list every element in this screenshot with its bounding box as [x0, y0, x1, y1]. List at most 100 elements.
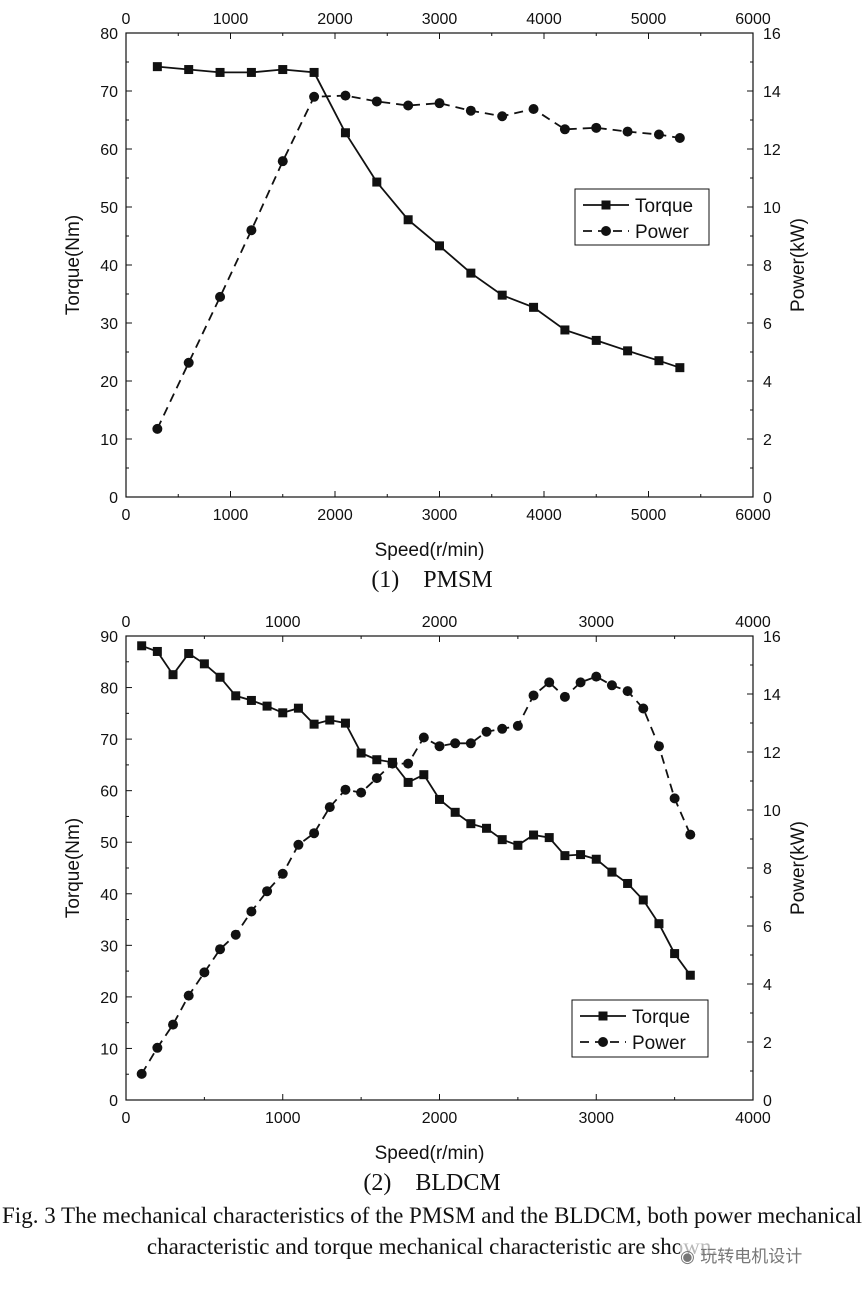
- power-data-point: [246, 225, 257, 236]
- x-top-tick-label: 6000: [735, 11, 771, 28]
- power-data-point: [653, 741, 664, 752]
- torque-data-point: [482, 823, 492, 833]
- torque-data-point: [137, 641, 147, 651]
- torque-data-point: [262, 701, 272, 711]
- pmsm-caption: (1) PMSM: [371, 567, 493, 593]
- power-data-point: [669, 793, 680, 804]
- torque-data-point: [168, 670, 178, 680]
- torque-data-point: [497, 290, 507, 300]
- torque-data-point: [560, 851, 570, 861]
- power-data-point: [168, 1019, 179, 1030]
- torque-data-point: [403, 215, 413, 225]
- torque-series-line: [141, 644, 692, 976]
- y-left-tick-label: 20: [100, 374, 118, 391]
- pmsm-series: [152, 62, 685, 434]
- bldcm-legend-power-label: Power: [632, 1033, 687, 1054]
- torque-data-point: [246, 67, 256, 77]
- power-data-point: [622, 686, 633, 697]
- x-bottom-tick-label: 2000: [317, 507, 353, 524]
- y-left-tick-label: 40: [100, 258, 118, 275]
- power-data-point: [246, 906, 257, 917]
- y-left-tick-label: 70: [100, 84, 118, 101]
- torque-data-point: [403, 777, 413, 787]
- torque-data-point: [560, 325, 570, 335]
- pmsm-legend-torque-label: Torque: [635, 196, 693, 217]
- torque-data-point: [591, 335, 601, 345]
- torque-data-point: [576, 850, 586, 860]
- torque-data-point: [435, 241, 444, 251]
- torque-data-point: [466, 268, 476, 278]
- power-data-point: [606, 680, 617, 691]
- torque-data-point: [623, 346, 633, 356]
- x-top-tick-label: 0: [122, 11, 131, 28]
- x-bottom-tick-label: 1000: [213, 507, 249, 524]
- pmsm-right-axis-label: Power(kW): [788, 218, 809, 312]
- y-right-tick-label: 12: [763, 142, 781, 159]
- y-right-tick-label: 2: [763, 432, 772, 449]
- x-top-tick-label: 3000: [578, 614, 614, 631]
- torque-data-point: [215, 67, 225, 77]
- y-left-tick-label: 50: [100, 200, 118, 217]
- y-left-tick-label: 70: [100, 732, 118, 749]
- torque-data-point: [372, 177, 382, 187]
- power-data-point: [528, 103, 539, 114]
- torque-data-point: [372, 755, 382, 765]
- y-left-tick-label: 20: [100, 990, 118, 1007]
- y-right-tick-label: 6: [763, 919, 772, 936]
- pmsm-legend: Torque Power: [574, 188, 710, 246]
- pmsm-left-axis-label: Torque(Nm): [63, 215, 84, 315]
- power-data-point: [434, 741, 445, 752]
- power-data-point: [497, 723, 508, 734]
- torque-data-point: [623, 878, 633, 888]
- power-data-point: [371, 773, 382, 784]
- y-left-tick-label: 10: [100, 432, 118, 449]
- torque-data-point: [184, 649, 194, 659]
- x-bottom-tick-label: 1000: [265, 1110, 301, 1127]
- power-data-point: [356, 787, 367, 798]
- bldcm-caption: (2) BLDCM: [363, 1170, 501, 1196]
- bldcm-top-ticks: 0 1000 2000 3000 4000: [122, 614, 771, 642]
- power-data-point: [591, 671, 602, 682]
- bldcm-left-axis-label: Torque(Nm): [63, 818, 84, 918]
- legend-torque-marker: [598, 1011, 608, 1021]
- torque-data-point: [231, 691, 241, 701]
- torque-data-point: [419, 770, 429, 780]
- pmsm-x-axis-label: Speed(r/min): [375, 540, 485, 561]
- torque-data-point: [340, 718, 350, 728]
- y-left-tick-label: 80: [100, 26, 118, 43]
- y-right-tick-label: 0: [763, 1093, 772, 1110]
- y-right-tick-label: 6: [763, 316, 772, 333]
- power-data-point: [199, 967, 210, 978]
- bldcm-right-ticks: 0 2 4 6 8 10 12 14 16: [747, 629, 781, 1110]
- y-right-tick-label: 2: [763, 1035, 772, 1052]
- y-left-tick-label: 60: [100, 142, 118, 159]
- torque-data-point: [497, 835, 507, 845]
- y-left-tick-label: 0: [109, 490, 118, 507]
- torque-data-point: [529, 302, 539, 312]
- bldcm-legend-box: [571, 999, 709, 1058]
- y-right-tick-label: 8: [763, 861, 772, 878]
- torque-data-point: [513, 840, 523, 850]
- power-data-point: [387, 758, 398, 769]
- bldcm-x-axis-label: Speed(r/min): [375, 1143, 485, 1164]
- pmsm-right-ticks: 0 2 4 6 8 10 12 14 16: [747, 26, 781, 507]
- bldcm-left-ticks: 0 10 20 30 40 50 60 70 80 90: [100, 629, 132, 1110]
- power-data-point: [434, 98, 445, 109]
- bldcm-chart: 0 1000 2000 3000 4000 0 1000 2000 3000 4000 0 10 2…: [63, 614, 809, 1164]
- power-data-point: [340, 90, 351, 101]
- torque-data-point: [215, 672, 225, 682]
- x-bottom-tick-label: 3000: [578, 1110, 614, 1127]
- y-right-tick-label: 10: [763, 200, 781, 217]
- power-data-point: [215, 291, 226, 302]
- x-bottom-tick-label: 4000: [735, 1110, 771, 1127]
- power-data-point: [465, 105, 476, 116]
- power-data-point: [622, 126, 633, 137]
- torque-data-point: [152, 62, 162, 72]
- bldcm-right-axis-label: Power(kW): [788, 821, 809, 915]
- power-data-point: [544, 677, 555, 688]
- y-right-tick-label: 4: [763, 977, 772, 994]
- pmsm-legend-power-label: Power: [635, 222, 690, 243]
- power-data-point: [575, 677, 586, 688]
- y-right-tick-label: 16: [763, 26, 781, 43]
- torque-data-point: [466, 819, 476, 829]
